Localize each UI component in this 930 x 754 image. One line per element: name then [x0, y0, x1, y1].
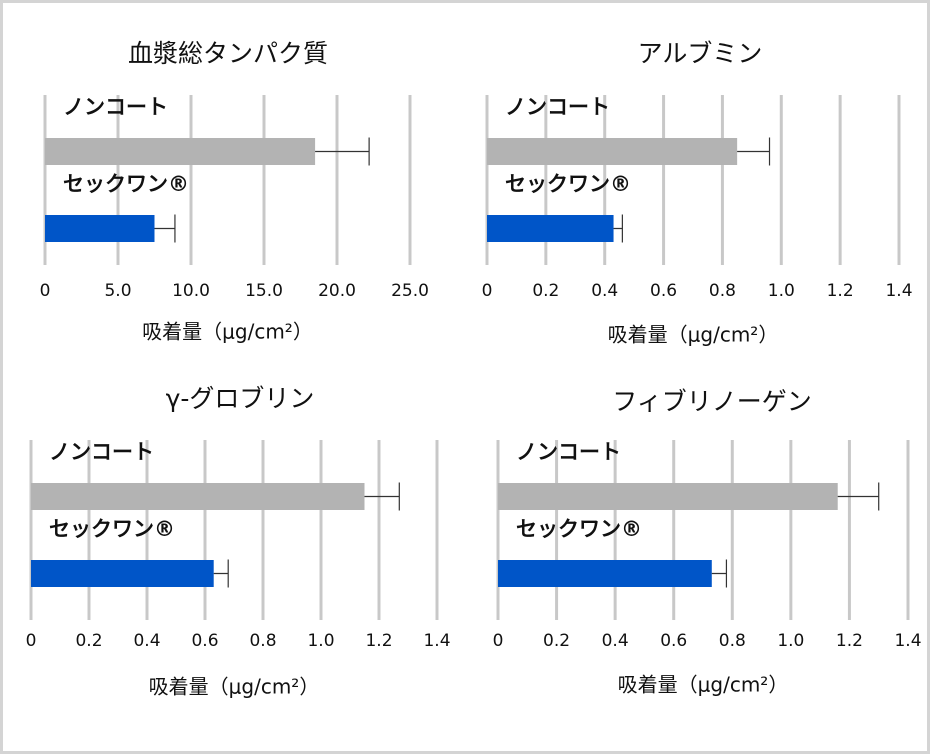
bar [45, 215, 155, 242]
chart-title: 血漿総タンパク質 [128, 39, 328, 68]
category-label: ノンコート [505, 95, 610, 119]
bar [487, 138, 738, 165]
x-tick-label: 0.8 [709, 281, 736, 301]
error-bar [154, 214, 176, 243]
bar [31, 560, 214, 587]
x-tick-label: 0 [482, 281, 493, 301]
x-tick-label: 0.4 [133, 631, 160, 651]
x-tick-label: 1.4 [885, 281, 912, 301]
x-tick-label: 1.2 [836, 631, 863, 651]
x-axis-label: 吸着量（μg/cm²） [149, 675, 320, 699]
category-label: セックワン® [505, 172, 631, 196]
bar [487, 215, 614, 242]
bar [45, 138, 316, 165]
x-tick-label: 0.2 [75, 631, 102, 651]
category-label: ノンコート [516, 440, 621, 464]
x-tick-label: 10.0 [172, 281, 210, 301]
category-label: ノンコート [49, 440, 154, 464]
error-bar [737, 137, 771, 166]
category-label: ノンコート [63, 95, 168, 119]
bar [498, 560, 712, 587]
category-label: セックワン® [63, 172, 189, 196]
x-tick-label: 5.0 [104, 281, 131, 301]
x-tick-label: 0.4 [591, 281, 618, 301]
x-tick-label: 0.6 [650, 281, 677, 301]
x-tick-label: 0.8 [719, 631, 746, 651]
x-tick-label: 1.4 [894, 631, 921, 651]
x-tick-label: 25.0 [391, 281, 429, 301]
x-tick-label: 0.8 [249, 631, 276, 651]
error-bar [315, 137, 370, 166]
x-tick-label: 0 [26, 631, 37, 651]
bar [31, 483, 365, 510]
chart-title: フィブリノーゲン [612, 387, 812, 416]
error-bar [613, 214, 623, 243]
x-tick-label: 0.4 [602, 631, 629, 651]
error-bar [711, 559, 728, 588]
x-tick-label: 0.6 [660, 631, 687, 651]
x-tick-label: 15.0 [245, 281, 283, 301]
x-axis-label: 吸着量（μg/cm²） [142, 320, 313, 344]
x-tick-label: 0 [40, 281, 51, 301]
error-bar [364, 482, 400, 511]
category-label: セックワン® [49, 517, 175, 541]
bar [498, 483, 838, 510]
chart-title: γ-グロブリン [166, 384, 315, 413]
x-tick-label: 1.0 [777, 631, 804, 651]
category-label: セックワン® [516, 517, 642, 541]
error-bar [837, 482, 880, 511]
error-bar [213, 559, 229, 588]
x-axis-label: 吸着量（μg/cm²） [608, 323, 779, 347]
x-tick-label: 20.0 [318, 281, 356, 301]
x-tick-label: 0.6 [191, 631, 218, 651]
x-tick-label: 1.2 [827, 281, 854, 301]
x-tick-label: 1.4 [423, 631, 450, 651]
x-axis-label: 吸着量（μg/cm²） [618, 673, 789, 697]
x-tick-label: 0 [493, 631, 504, 651]
x-tick-label: 0.2 [543, 631, 570, 651]
x-tick-label: 1.0 [768, 281, 795, 301]
x-tick-label: 1.2 [365, 631, 392, 651]
x-tick-label: 1.0 [307, 631, 334, 651]
chart-title: アルブミン [638, 39, 763, 68]
x-tick-label: 0.2 [532, 281, 559, 301]
